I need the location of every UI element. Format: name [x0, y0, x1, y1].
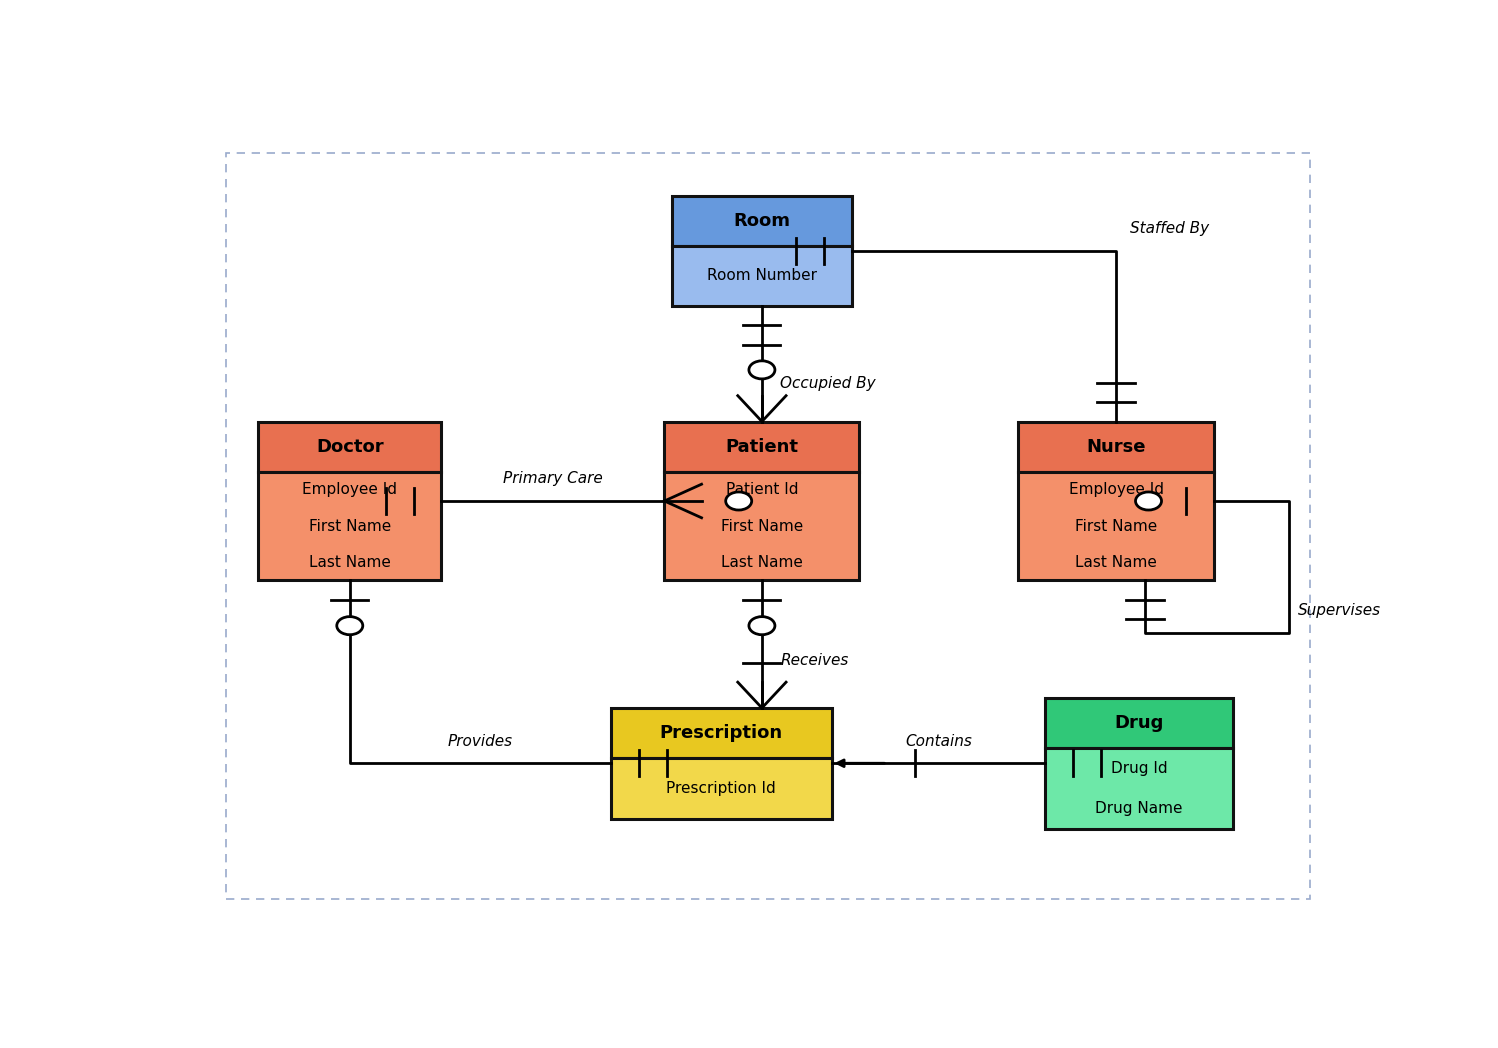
Text: Patient: Patient — [725, 437, 798, 456]
Text: Drug: Drug — [1115, 714, 1164, 732]
Text: Drug Id: Drug Id — [1112, 761, 1167, 776]
Text: Provides: Provides — [448, 734, 512, 748]
Text: Employee Id: Employee Id — [303, 482, 397, 497]
Text: Nurse: Nurse — [1086, 437, 1146, 456]
Text: Last Name: Last Name — [721, 554, 803, 570]
Text: Room Number: Room Number — [707, 268, 816, 283]
Circle shape — [1135, 492, 1161, 510]
Text: Prescription Id: Prescription Id — [667, 781, 776, 795]
FancyBboxPatch shape — [1046, 748, 1233, 829]
FancyBboxPatch shape — [665, 421, 860, 472]
Text: Drug Name: Drug Name — [1095, 801, 1183, 816]
Text: Staffed By: Staffed By — [1129, 221, 1209, 236]
FancyBboxPatch shape — [665, 472, 860, 581]
FancyBboxPatch shape — [611, 758, 831, 818]
Text: Last Name: Last Name — [1076, 554, 1156, 570]
Text: Employee Id: Employee Id — [1068, 482, 1164, 497]
Text: First Name: First Name — [309, 519, 391, 533]
FancyBboxPatch shape — [1019, 421, 1213, 472]
FancyBboxPatch shape — [258, 421, 442, 472]
FancyBboxPatch shape — [673, 196, 852, 245]
Text: Occupied By: Occupied By — [780, 376, 876, 392]
Text: Primary Care: Primary Care — [503, 472, 602, 486]
FancyBboxPatch shape — [258, 472, 442, 581]
FancyBboxPatch shape — [1019, 472, 1213, 581]
FancyBboxPatch shape — [673, 245, 852, 306]
Text: Last Name: Last Name — [309, 554, 391, 570]
FancyBboxPatch shape — [611, 708, 831, 758]
FancyBboxPatch shape — [1046, 698, 1233, 748]
Circle shape — [749, 616, 774, 635]
Text: First Name: First Name — [1076, 519, 1156, 533]
Circle shape — [337, 616, 363, 635]
Text: Patient Id: Patient Id — [725, 482, 798, 497]
Circle shape — [749, 361, 774, 379]
Text: Receives: Receives — [780, 653, 849, 668]
Text: Doctor: Doctor — [316, 437, 383, 456]
Text: Room: Room — [734, 212, 791, 230]
Text: First Name: First Name — [721, 519, 803, 533]
Text: Contains: Contains — [905, 734, 972, 748]
Circle shape — [725, 492, 752, 510]
Text: Prescription: Prescription — [659, 724, 783, 742]
Text: Supervises: Supervises — [1299, 604, 1381, 618]
